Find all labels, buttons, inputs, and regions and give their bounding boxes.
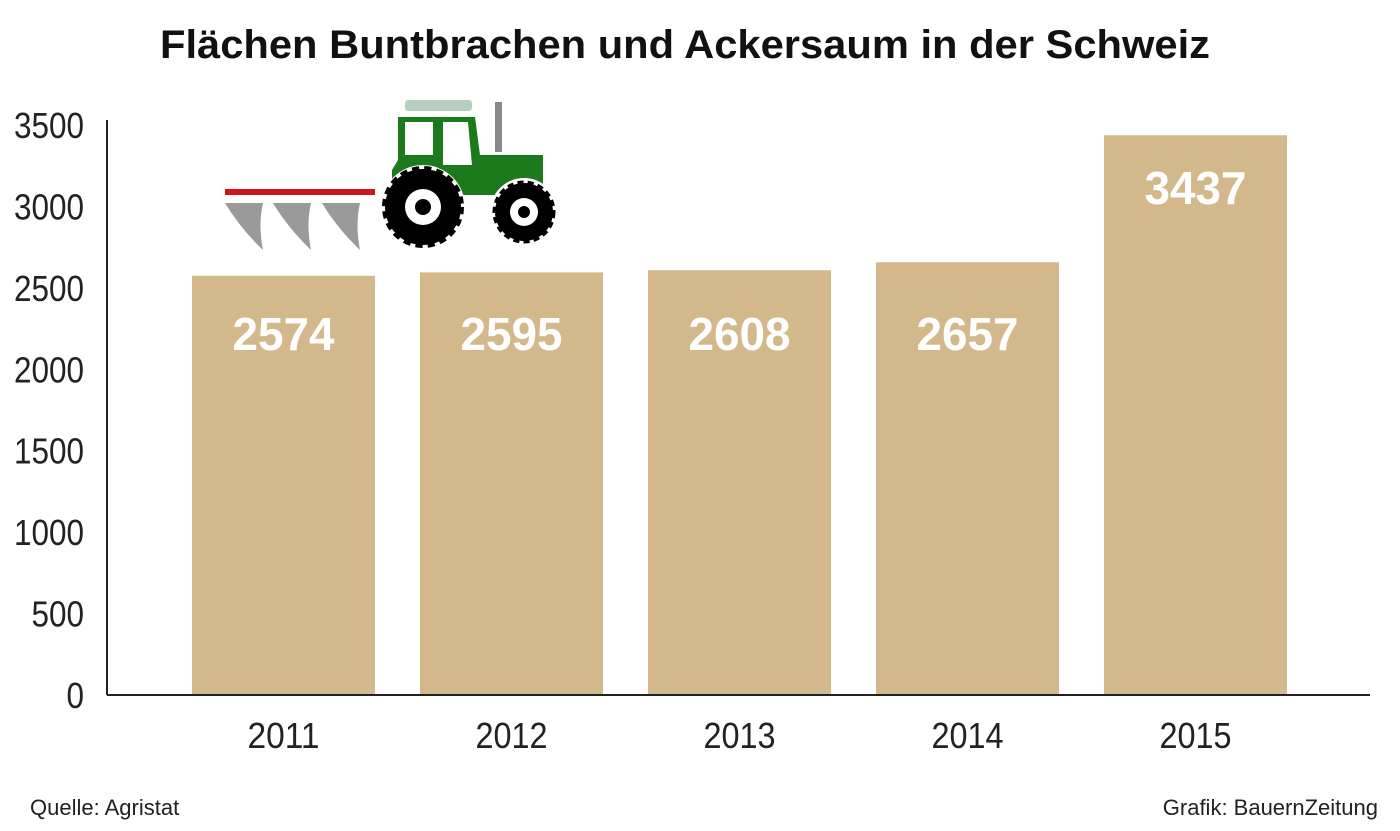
source-note: Quelle: Agristat [30, 795, 179, 820]
y-tick-label: 500 [32, 594, 85, 635]
chart-title: Flächen Buntbrachen und Ackersaum in der… [160, 23, 1210, 67]
y-tick-label: 3000 [14, 186, 84, 227]
y-tick-label: 3500 [14, 105, 84, 146]
x-tick-label: 2013 [704, 715, 776, 756]
data-label: 2595 [461, 308, 563, 360]
data-label: 2657 [917, 308, 1019, 360]
bar-2013 [648, 270, 831, 695]
bar-2014 [876, 262, 1059, 695]
bar-2011 [192, 275, 375, 695]
y-axis-ticks: 0 500 1000 1500 2000 2500 3000 3500 [14, 105, 84, 716]
x-tick-label: 2012 [476, 715, 548, 756]
data-label: 3437 [1145, 162, 1247, 214]
data-label: 2608 [689, 308, 791, 360]
y-tick-label: 0 [67, 675, 85, 716]
y-tick-label: 2500 [14, 268, 84, 309]
credit-note: Grafik: BauernZeitung [1163, 795, 1378, 820]
bars-group: 2574 2595 2608 2657 3437 [192, 135, 1287, 695]
y-tick-label: 1000 [14, 512, 84, 553]
bar-2012 [420, 272, 603, 695]
x-tick-label: 2015 [1160, 715, 1232, 756]
bar-2015 [1104, 135, 1287, 695]
y-tick-label: 2000 [14, 349, 84, 390]
y-tick-label: 1500 [14, 431, 84, 472]
x-tick-label: 2014 [932, 715, 1004, 756]
x-axis-ticks: 2011 2012 2013 2014 2015 [248, 715, 1232, 756]
x-tick-label: 2011 [248, 715, 320, 756]
tractor-with-plow-icon [225, 100, 558, 250]
data-label: 2574 [233, 308, 335, 360]
